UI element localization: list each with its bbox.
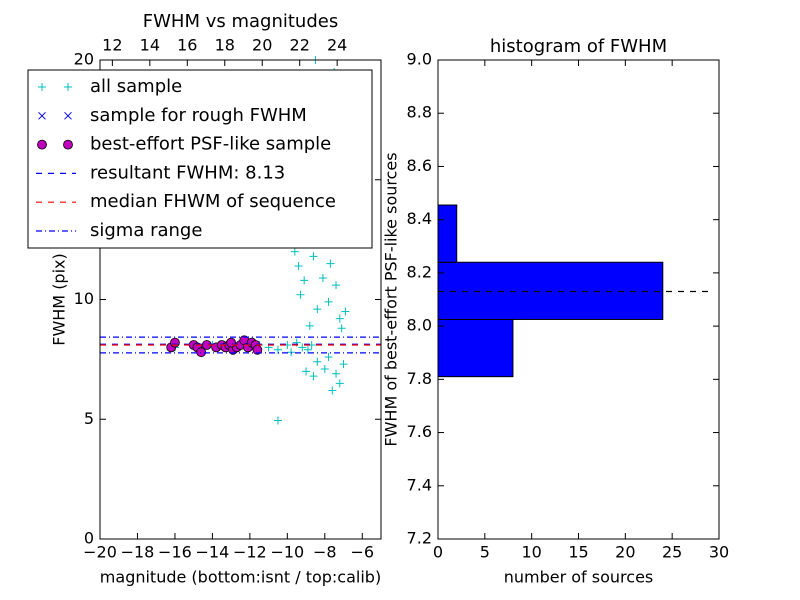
point bbox=[320, 364, 329, 373]
legend-label: best-effort PSF-like sample bbox=[90, 134, 331, 155]
y-tick-label: 9.0 bbox=[407, 50, 432, 69]
legend-label: resultant FWHM: 8.13 bbox=[90, 162, 285, 183]
x-tick-label: 20 bbox=[615, 543, 635, 562]
x-tick-label: 30 bbox=[709, 543, 729, 562]
x-tick-label: −8 bbox=[313, 543, 337, 562]
legend-marker bbox=[38, 111, 46, 120]
y-axis-label: FWHM of best-effort PSF-like sources bbox=[382, 152, 401, 446]
x-tick-label: −18 bbox=[121, 543, 155, 562]
legend: all sample sample for rough FWHM best-effo… bbox=[27, 69, 373, 249]
point bbox=[309, 372, 318, 381]
y-tick-label: 20 bbox=[74, 50, 94, 69]
x-axis-label: number of sources bbox=[504, 568, 654, 587]
point bbox=[309, 252, 318, 261]
chart-title: histogram of FWHM bbox=[490, 36, 667, 57]
point bbox=[318, 273, 327, 282]
point bbox=[298, 343, 307, 352]
x-tick-label: 5 bbox=[480, 543, 490, 562]
point bbox=[335, 314, 344, 323]
y-tick-label: 8.6 bbox=[407, 156, 432, 175]
legend-marker bbox=[37, 139, 47, 150]
x-tick-label: −14 bbox=[196, 543, 230, 562]
x-tick-label: 25 bbox=[662, 543, 682, 562]
legend-label: all sample bbox=[90, 76, 182, 97]
point bbox=[305, 321, 314, 330]
point bbox=[324, 352, 333, 361]
legend-marker bbox=[64, 111, 72, 120]
x2-tick-label: 18 bbox=[215, 36, 235, 55]
x2-tick-label: 20 bbox=[252, 36, 272, 55]
y-tick-label: 10 bbox=[74, 289, 94, 308]
bar bbox=[437, 204, 458, 263]
point bbox=[335, 379, 344, 388]
x-tick-label: −12 bbox=[233, 543, 267, 562]
x2-tick-label: 22 bbox=[290, 36, 310, 55]
point bbox=[332, 281, 341, 290]
legend-label: sigma range bbox=[90, 220, 202, 241]
point bbox=[326, 259, 335, 268]
x-tick-label: −10 bbox=[270, 543, 304, 562]
legend-marker bbox=[63, 139, 73, 150]
legend-label: median FHWM of sequence bbox=[90, 191, 336, 212]
point bbox=[337, 324, 346, 333]
point bbox=[273, 416, 282, 425]
y-tick-label: 7.8 bbox=[407, 369, 432, 388]
point bbox=[302, 367, 311, 376]
legend-box bbox=[27, 69, 373, 249]
point bbox=[324, 297, 333, 306]
bar bbox=[437, 318, 514, 378]
y-axis-label: FWHM (pix) bbox=[50, 253, 69, 346]
point bbox=[313, 357, 322, 366]
y-tick-label: 8.0 bbox=[407, 316, 432, 335]
x-tick-label: −6 bbox=[350, 543, 374, 562]
y-tick-label: 8.4 bbox=[407, 209, 432, 228]
y-tick-label: 5 bbox=[84, 409, 94, 428]
chart-title: FWHM vs magnitudes bbox=[143, 11, 338, 32]
x2-tick-label: 14 bbox=[140, 36, 160, 55]
x-axis-label: magnitude (bottom:isnt / top:calib) bbox=[100, 568, 381, 587]
point bbox=[273, 345, 282, 354]
x-tick-label: 15 bbox=[568, 543, 588, 562]
point bbox=[313, 305, 322, 314]
y-tick-label: 8.8 bbox=[407, 103, 432, 122]
point bbox=[226, 337, 237, 348]
x-tick-label: 10 bbox=[521, 543, 541, 562]
x2-tick-label: 16 bbox=[177, 36, 197, 55]
point bbox=[339, 360, 348, 369]
y-tick-label: 7.6 bbox=[407, 422, 432, 441]
y-tick-label: 7.2 bbox=[407, 529, 432, 548]
x-tick-label: −16 bbox=[158, 543, 192, 562]
point bbox=[328, 386, 337, 395]
legend-marker bbox=[38, 83, 46, 91]
bar bbox=[437, 261, 664, 320]
point bbox=[294, 261, 303, 270]
legend-label: sample for rough FWHM bbox=[90, 105, 307, 126]
point bbox=[170, 337, 180, 348]
x2-tick-label: 24 bbox=[327, 36, 347, 55]
point bbox=[290, 247, 299, 256]
x-tick-label: 0 bbox=[433, 543, 443, 562]
x2-tick-label: 12 bbox=[102, 36, 122, 55]
legend-marker bbox=[64, 83, 72, 91]
y-tick-label: 8.2 bbox=[407, 262, 432, 281]
point bbox=[332, 369, 341, 378]
point bbox=[287, 348, 296, 357]
point bbox=[196, 347, 207, 358]
x-tick-label: −20 bbox=[83, 543, 117, 562]
y-tick-label: 7.4 bbox=[407, 475, 432, 494]
point bbox=[303, 345, 312, 354]
y-tick-label: 0 bbox=[84, 529, 94, 548]
point bbox=[341, 307, 350, 316]
point bbox=[296, 290, 305, 299]
point bbox=[300, 276, 309, 285]
